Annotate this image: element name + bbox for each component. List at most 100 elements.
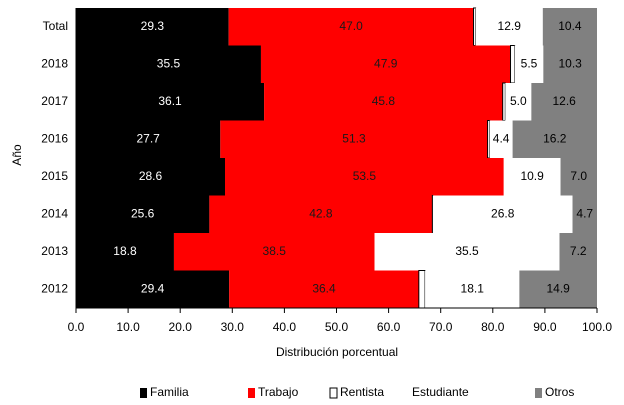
- bar-segment: [76, 8, 229, 46]
- y-tick-label: 2015: [41, 169, 68, 183]
- data-label: 29.3: [141, 19, 165, 33]
- data-label: 5.5: [521, 56, 538, 70]
- bar-segment: [76, 120, 221, 158]
- data-label: 14.9: [547, 281, 571, 295]
- data-label: 27.7: [136, 131, 160, 145]
- data-label: 26.8: [491, 206, 515, 220]
- x-tick-label: 10.0: [116, 320, 140, 334]
- y-tick-label: 2017: [41, 94, 68, 108]
- data-label: 7.2: [570, 244, 587, 258]
- legend-swatch: [329, 387, 338, 399]
- bar-segment: [432, 195, 573, 233]
- y-tick-label: 2012: [41, 281, 68, 295]
- legend-label: Estudiante: [412, 385, 469, 399]
- x-tick-label: 40.0: [273, 320, 297, 334]
- legend-swatch: [535, 388, 542, 398]
- bar-segment: [560, 158, 597, 196]
- bar-segment: [542, 8, 597, 46]
- x-tick-label: 50.0: [325, 320, 349, 334]
- data-label: 10.9: [520, 169, 544, 183]
- bar-segment: [531, 83, 597, 121]
- bar-segment: [543, 45, 597, 83]
- bar-segment: [264, 83, 503, 121]
- data-label: 10.3: [558, 56, 582, 70]
- data-label: 12.9: [498, 19, 522, 33]
- data-label: 12.6: [552, 94, 576, 108]
- y-axis-title: Año: [10, 144, 24, 166]
- bar-segment: [431, 195, 434, 234]
- legend-label: Rentista: [340, 385, 384, 399]
- bar-segment: [489, 120, 513, 158]
- legend-label: Familia: [150, 385, 189, 399]
- data-label: 36.1: [158, 94, 182, 108]
- bar-segment: [225, 158, 504, 196]
- bar-segment: [220, 120, 488, 158]
- data-label: 28.6: [139, 169, 163, 183]
- bar-segment: [209, 195, 433, 233]
- data-label: 35.5: [455, 244, 479, 258]
- bar-segment: [260, 45, 511, 83]
- bar-segment: [473, 7, 477, 46]
- bar-segment: [475, 8, 543, 46]
- data-label: 53.5: [353, 169, 377, 183]
- data-label: 35.5: [157, 56, 181, 70]
- data-label: 42.8: [309, 206, 333, 220]
- data-label: 38.5: [263, 244, 287, 258]
- data-label: 51.3: [342, 131, 366, 145]
- data-label: 29.4: [141, 281, 165, 295]
- bar-segment: [503, 158, 561, 196]
- data-label: 18.1: [461, 281, 485, 295]
- data-label: 16.2: [543, 131, 567, 145]
- y-tick-label: Total: [43, 19, 68, 33]
- bar-segment: [76, 270, 230, 308]
- x-tick-label: 20.0: [169, 320, 193, 334]
- data-label: 18.8: [113, 244, 137, 258]
- bar-segment: [487, 120, 491, 159]
- bar-segment: [559, 233, 597, 271]
- data-label: 25.6: [131, 206, 155, 220]
- bar-segment: [228, 8, 474, 46]
- legend-swatch: [248, 388, 255, 398]
- data-label: 47.0: [339, 19, 363, 33]
- bar-segment: [76, 158, 226, 196]
- x-tick-label: 100.0: [582, 320, 612, 334]
- data-label: 4.4: [493, 131, 510, 145]
- data-label: 5.0: [510, 94, 527, 108]
- bar-segment: [502, 82, 506, 121]
- data-label: 7.0: [570, 169, 587, 183]
- data-label: 4.7: [576, 206, 593, 220]
- data-label: 47.9: [374, 56, 398, 70]
- x-tick-label: 80.0: [481, 320, 505, 334]
- y-tick-label: 2014: [41, 206, 68, 220]
- bar-segment: [418, 270, 426, 309]
- bar-segment: [572, 195, 597, 233]
- bar-segment: [374, 233, 560, 271]
- y-tick-label: 2013: [41, 244, 68, 258]
- data-label: 45.8: [372, 94, 396, 108]
- x-tick-label: 70.0: [429, 320, 453, 334]
- bar-segment: [425, 270, 520, 308]
- x-tick-label: 90.0: [533, 320, 557, 334]
- legend-label: Trabajo: [258, 385, 299, 399]
- bar-segment: [76, 83, 265, 121]
- bar-segment: [76, 233, 174, 271]
- bar-segment: [510, 45, 516, 84]
- bar-segment: [519, 270, 597, 308]
- legend-label: Otros: [545, 385, 574, 399]
- legend-swatch: [140, 388, 147, 398]
- x-tick-label: 30.0: [221, 320, 245, 334]
- bar-segment: [512, 120, 597, 158]
- x-axis-title: Distribución porcentual: [276, 345, 398, 359]
- bar-segment: [505, 83, 532, 121]
- x-tick-label: 0.0: [68, 320, 85, 334]
- x-tick-label: 60.0: [377, 320, 401, 334]
- data-label: 36.4: [312, 281, 336, 295]
- bar-segment: [76, 45, 261, 83]
- y-tick-label: 2016: [41, 131, 68, 145]
- bar-segment: [76, 195, 210, 233]
- bar-segment: [173, 233, 375, 271]
- y-tick-label: 2018: [41, 56, 68, 70]
- bar-segment: [229, 270, 419, 308]
- data-label: 10.4: [558, 19, 582, 33]
